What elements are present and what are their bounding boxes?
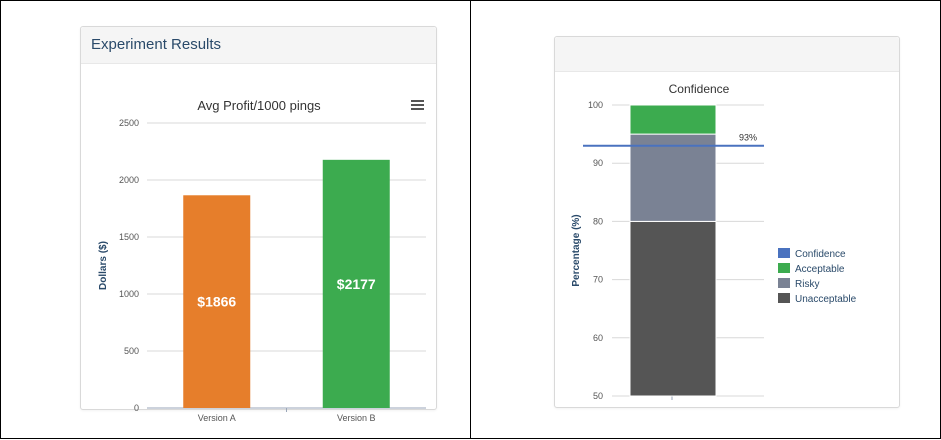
menu-icon-line: [411, 100, 424, 102]
legend-label: Risky: [795, 279, 819, 290]
legend-item-risky[interactable]: Risky: [778, 278, 819, 290]
menu-icon[interactable]: [411, 100, 424, 110]
bar-data-label: $2177: [337, 276, 376, 292]
legend-label: Unacceptable: [795, 294, 857, 305]
chart-title: Confidence: [669, 82, 730, 96]
confidence-panel: Confidence 50 60 70 80 90 100 Percentage (%) 93%…: [554, 36, 900, 408]
legend-item-unacceptable[interactable]: Unacceptable: [778, 293, 857, 305]
panel-title: Experiment Results: [91, 36, 222, 53]
legend-item-acceptable[interactable]: Acceptable: [778, 263, 845, 275]
bar-version-b[interactable]: [322, 159, 390, 408]
legend-swatch: [778, 263, 790, 273]
y-tick-label: 500: [124, 346, 139, 356]
left-cell: Experiment Results Avg Profit/1000 pings…: [0, 0, 471, 439]
stack-segment-unacceptable[interactable]: [629, 220, 717, 397]
legend-label: Acceptable: [795, 264, 845, 275]
menu-icon-line: [411, 108, 424, 110]
bar-version-a[interactable]: [183, 195, 251, 408]
legend-label: Confidence: [795, 249, 846, 260]
y-tick-label: 70: [593, 275, 603, 285]
stack-segment-acceptable[interactable]: [629, 104, 717, 135]
y-tick-label: 50: [593, 391, 603, 401]
legend-swatch: [778, 293, 790, 303]
y-tick-label: 1500: [119, 232, 139, 242]
y-tick-label: 60: [593, 333, 603, 343]
menu-icon-line: [411, 104, 424, 106]
profit-chart: Avg Profit/1000 pings 0 500 1000 1500 2000 250…: [98, 98, 426, 423]
x-tick-label: Version A: [198, 413, 236, 423]
y-tick-label: 100: [588, 100, 603, 110]
y-tick-label: 90: [593, 158, 603, 168]
legend-swatch: [778, 278, 790, 288]
y-tick-label: 1000: [119, 289, 139, 299]
y-tick-label: 80: [593, 216, 603, 226]
confidence-label: 93%: [739, 133, 757, 143]
panel-header: [555, 37, 899, 72]
stack-segment-risky[interactable]: [629, 133, 717, 222]
bar-data-label: $1866: [197, 294, 236, 310]
chart-title: Avg Profit/1000 pings: [197, 98, 321, 113]
y-tick-label: 2000: [119, 175, 139, 185]
legend-item-confidence[interactable]: Confidence: [778, 248, 846, 260]
legend-swatch: [778, 248, 790, 258]
y-axis-label: Percentage (%): [571, 214, 582, 286]
experiment-results-panel: Experiment Results Avg Profit/1000 pings…: [80, 26, 437, 423]
panel-header: Experiment Results: [81, 27, 436, 64]
confidence-chart: Confidence 50 60 70 80 90 100 Percentage (%) 93%…: [571, 82, 857, 401]
y-axis-label: Dollars ($): [98, 241, 109, 290]
right-cell: Confidence 50 60 70 80 90 100 Percentage (%) 93%…: [470, 0, 941, 439]
y-tick-label: 0: [134, 403, 139, 413]
x-tick-label: Version B: [337, 413, 376, 423]
y-tick-label: 2500: [119, 118, 139, 128]
